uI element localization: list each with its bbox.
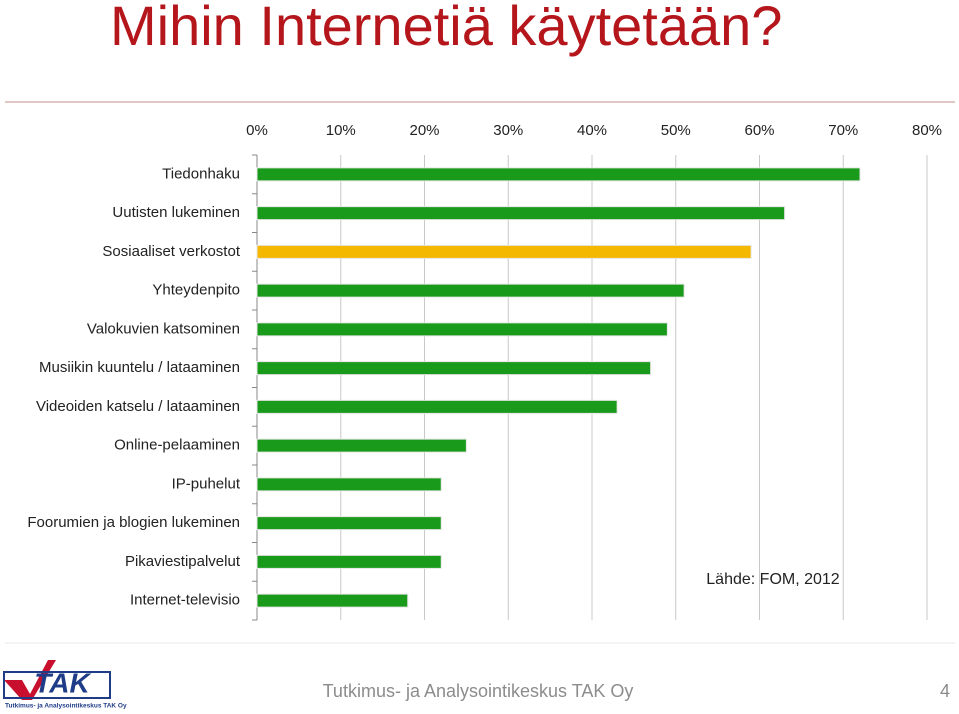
x-tick-label: 30% [493,122,523,139]
y-tick-label: Yhteydenpito [152,282,240,299]
y-tick-label: IP-puhelut [172,475,241,492]
logo-subtitle: Tutkimus- ja Analysointikeskus TAK Oy [5,703,127,710]
x-tick-label: 60% [744,122,774,139]
y-tick-label: Tiedonhaku [162,165,240,182]
x-tick-label: 0% [246,122,268,139]
bar [256,206,786,221]
logo-frame [3,671,111,699]
y-tick-label: Videoiden katselu / lataaminen [36,398,240,415]
bar [256,516,442,531]
y-tick-label: Foorumien ja blogien lukeminen [27,514,240,531]
logo: TAK Tutkimus- ja Analysointikeskus TAK O… [3,660,127,710]
x-tick-label: 20% [409,122,439,139]
y-tick-label: Pikaviestipalvelut [125,553,241,570]
y-tick-label: Valokuvien katsominen [87,320,240,337]
bar [256,361,652,376]
annotation: Lähde: FOM, 2012 [706,571,840,588]
logo-check [4,660,56,700]
bar [256,244,752,259]
footer-text: Tutkimus- ja Analysointikeskus TAK Oy [323,681,634,701]
bar [256,554,442,569]
page-number: 4 [940,681,950,701]
bar [256,322,668,337]
y-tick-label: Internet-televisio [130,592,240,609]
slide-title: Mihin Internetiä käytetään? [110,0,782,57]
bar [256,593,409,608]
x-tick-label: 50% [661,122,691,139]
bar [256,477,442,492]
x-tick-label: 70% [828,122,858,139]
y-tick-label: Uutisten lukeminen [112,204,240,221]
logo-name: TAK [34,667,91,698]
y-tick-label: Online-pelaaminen [114,437,240,454]
bar [256,438,467,453]
y-tick-label: Musiikin kuuntelu / lataaminen [39,359,240,376]
bar [256,167,861,182]
y-tick-label: Sosiaaliset verkostot [102,243,240,260]
x-tick-label: 40% [577,122,607,139]
x-tick-label: 80% [912,122,942,139]
bar [256,399,618,414]
bar [256,283,685,298]
x-tick-label: 10% [326,122,356,139]
